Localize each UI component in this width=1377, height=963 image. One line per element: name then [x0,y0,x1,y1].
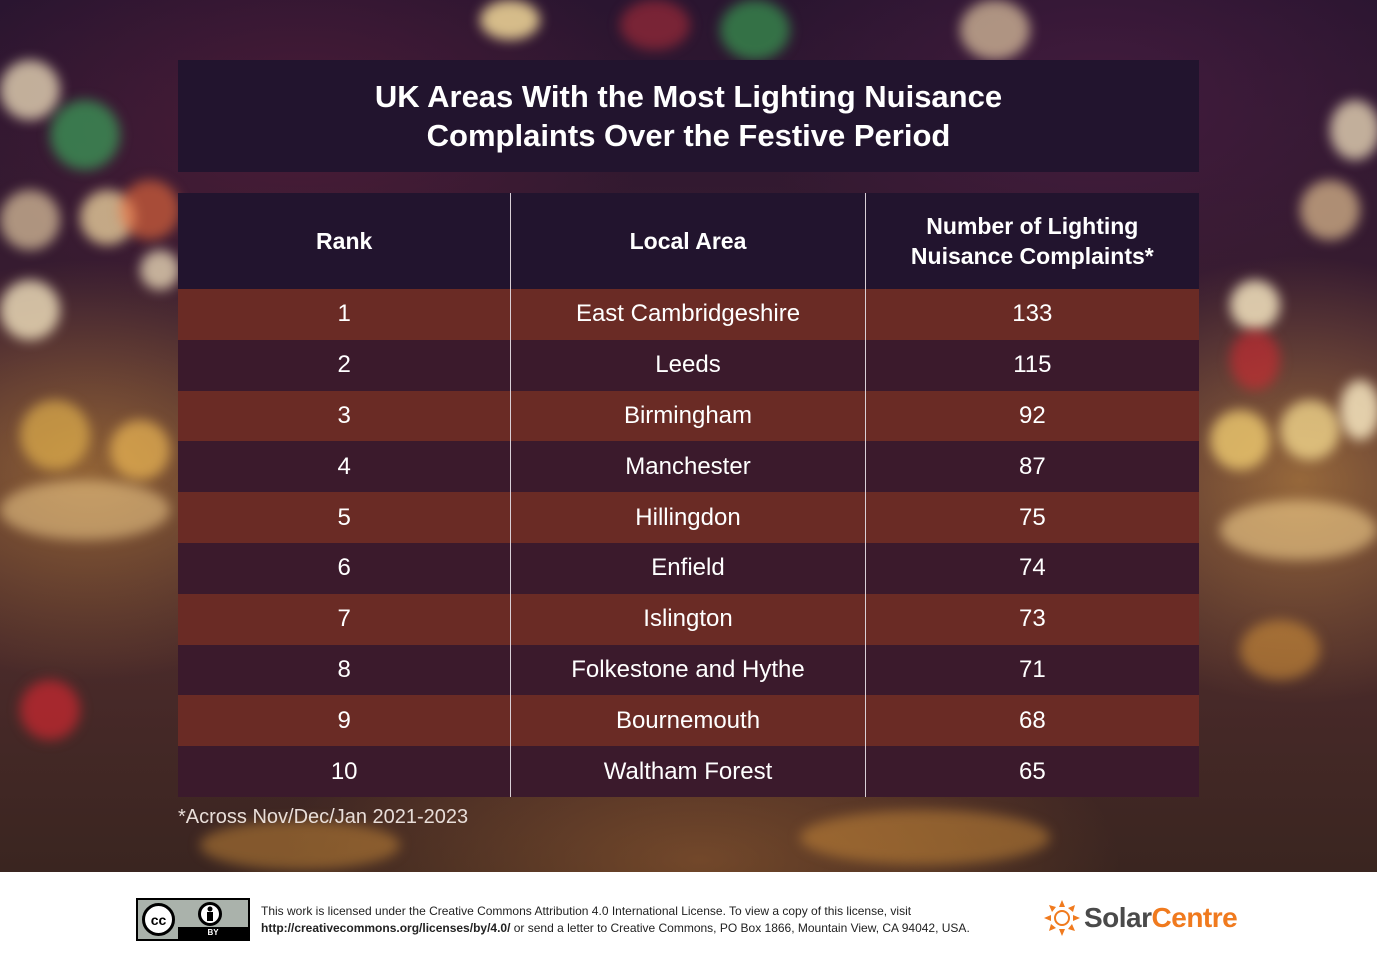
cell-rank: 2 [337,351,351,379]
footnote: *Across Nov/Dec/Jan 2021-2023 [178,806,469,828]
cell-local-area: Enfield [510,542,864,594]
cc-by-license-badge[interactable]: cc BY [136,898,250,941]
by-label: BY [178,927,248,939]
page-title: UK Areas With the Most Lighting Nuisance… [374,79,1003,153]
header-complaints: Number of Lighting Nuisance Complaints* [864,193,1199,289]
table-row: 5 Hillingdon 75 [178,492,1199,543]
sun-icon [1044,900,1080,936]
table-row: 3 Birmingham 92 [178,390,1199,442]
cell-local-area: Hillingdon [510,492,864,543]
table-row: 1 East Cambridgeshire 133 [178,289,1199,340]
cell-local-area: Folkestone and Hythe [510,644,864,696]
cell-local-area: Waltham Forest [510,746,864,797]
cell-rank: 1 [337,300,351,328]
cell-rank: 9 [337,706,351,734]
cell-rank: 4 [337,452,351,480]
cell-rank: 3 [337,401,351,429]
logo-solar: Solar [1084,902,1152,933]
logo-wordmark: SolarCentre [1084,902,1238,934]
cell-local-area: Islington [510,593,864,645]
table-row: 4 Manchester 87 [178,441,1199,493]
cc-icon: cc [142,903,175,936]
table-row: 7 Islington 73 [178,593,1199,645]
cell-complaints: 71 [864,644,1199,696]
table-row: 8 Folkestone and Hythe 71 [178,644,1199,696]
footer: cc BY This work is licensed under the Cr… [0,872,1377,963]
solarcentre-logo[interactable]: SolarCentre [1040,896,1238,940]
cell-complaints: 115 [864,339,1199,391]
logo-centre: Centre [1151,902,1238,933]
header-rank: Rank [316,228,373,254]
cell-complaints: 75 [864,492,1199,543]
cell-local-area: Birmingham [510,390,864,442]
license-text: This work is licensed under the Creative… [261,903,1021,937]
attribution-person-icon [198,902,222,926]
license-link[interactable]: http://creativecommons.org/licenses/by/4… [261,921,511,935]
cell-local-area: Manchester [510,441,864,493]
table-row: 9 Bournemouth 68 [178,695,1199,747]
cell-complaints: 92 [864,390,1199,442]
table-header: Rank Local Area Number of Lighting Nuisa… [178,193,1199,289]
license-line-2: or send a letter to Creative Commons, PO… [510,921,970,935]
cell-rank: 8 [337,655,351,683]
table-row: 6 Enfield 74 [178,542,1199,594]
cell-complaints: 87 [864,441,1199,493]
cell-rank: 10 [330,757,358,785]
cell-rank: 5 [337,503,351,531]
cell-rank: 7 [337,605,351,633]
cell-complaints: 65 [864,746,1199,797]
header-local-area: Local Area [510,193,864,289]
title-panel: UK Areas With the Most Lighting Nuisance… [178,60,1199,172]
license-line-1: This work is licensed under the Creative… [261,904,912,918]
cell-local-area: Bournemouth [510,695,864,747]
cell-complaints: 74 [864,542,1199,594]
cell-local-area: Leeds [510,339,864,391]
cell-rank: 6 [337,554,351,582]
header-complaints-label: Number of Lighting Nuisance Complaints* [910,213,1154,269]
cell-complaints: 68 [864,695,1199,747]
table-body: 1 East Cambridgeshire 133 2 Leeds 115 3 Birming… [178,289,1199,797]
cell-complaints: 73 [864,593,1199,645]
cell-local-area: East Cambridgeshire [510,289,864,340]
complaints-table: Rank Local Area Number of Lighting Nuisa… [178,193,1199,797]
cell-complaints: 133 [864,289,1199,340]
table-row: 10 Waltham Forest 65 [178,746,1199,797]
table-row: 2 Leeds 115 [178,339,1199,391]
